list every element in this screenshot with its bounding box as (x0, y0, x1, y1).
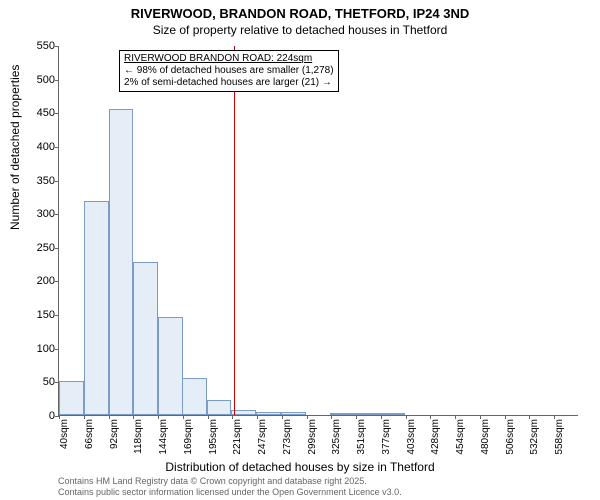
y-tick-mark (55, 349, 59, 350)
x-tick-label: 403sqm (406, 419, 417, 455)
annotation-line: ← 98% of detached houses are smaller (1,… (124, 65, 334, 77)
x-tick-mark (59, 415, 60, 419)
x-tick-mark (406, 415, 407, 419)
x-tick-label: 506sqm (505, 419, 516, 455)
histogram-bar (133, 262, 158, 415)
y-tick-mark (55, 248, 59, 249)
x-tick-mark (430, 415, 431, 419)
x-tick-mark (183, 415, 184, 419)
annotation-line: 2% of semi-detached houses are larger (2… (124, 77, 334, 89)
y-tick-mark (55, 315, 59, 316)
annotation-box: RIVERWOOD BRANDON ROAD: 224sqm← 98% of d… (119, 50, 339, 92)
x-tick-label: 169sqm (183, 419, 194, 455)
histogram-bar (207, 400, 232, 415)
x-tick-mark (133, 415, 134, 419)
footer-line-2: Contains public sector information licen… (58, 487, 402, 498)
x-tick-mark (109, 415, 110, 419)
histogram-bar (182, 378, 207, 415)
footer-line-1: Contains HM Land Registry data © Crown c… (58, 476, 402, 487)
histogram-bar (355, 413, 380, 415)
chart-subtitle: Size of property relative to detached ho… (0, 21, 600, 37)
x-tick-mark (208, 415, 209, 419)
x-tick-label: 480sqm (480, 419, 491, 455)
plot-area: 05010015020025030035040045050055040sqm66… (58, 46, 578, 416)
histogram-bar (158, 317, 183, 415)
y-tick-mark (55, 214, 59, 215)
x-tick-label: 532sqm (529, 419, 540, 455)
x-tick-mark (232, 415, 233, 419)
x-tick-mark (554, 415, 555, 419)
x-tick-mark (505, 415, 506, 419)
y-tick-mark (55, 80, 59, 81)
annotation-header: RIVERWOOD BRANDON ROAD: 224sqm (124, 53, 334, 65)
x-tick-mark (480, 415, 481, 419)
x-tick-label: 273sqm (282, 419, 293, 455)
x-tick-mark (529, 415, 530, 419)
x-tick-label: 92sqm (109, 419, 120, 449)
y-tick-mark (55, 46, 59, 47)
x-tick-label: 377sqm (381, 419, 392, 455)
x-axis-label: Distribution of detached houses by size … (0, 460, 600, 474)
x-tick-label: 40sqm (59, 419, 70, 449)
histogram-bar (281, 412, 306, 415)
x-tick-mark (356, 415, 357, 419)
x-tick-mark (84, 415, 85, 419)
x-tick-label: 351sqm (356, 419, 367, 455)
x-tick-label: 66sqm (84, 419, 95, 449)
x-tick-label: 454sqm (455, 419, 466, 455)
y-tick-mark (55, 113, 59, 114)
x-tick-label: 118sqm (133, 419, 144, 454)
x-tick-mark (307, 415, 308, 419)
y-tick-mark (55, 281, 59, 282)
reference-line (234, 46, 235, 415)
histogram-bar (84, 201, 109, 415)
histogram-bar (330, 413, 355, 415)
x-tick-label: 247sqm (257, 419, 268, 455)
x-tick-mark (257, 415, 258, 419)
chart-title: RIVERWOOD, BRANDON ROAD, THETFORD, IP24 … (0, 0, 600, 21)
histogram-bar (59, 381, 84, 415)
histogram-bar (380, 413, 405, 415)
x-tick-mark (158, 415, 159, 419)
x-tick-label: 325sqm (331, 419, 342, 455)
x-tick-mark (282, 415, 283, 419)
x-tick-mark (331, 415, 332, 419)
histogram-bar (109, 109, 134, 415)
y-tick-mark (55, 147, 59, 148)
footer-attribution: Contains HM Land Registry data © Crown c… (58, 476, 402, 498)
y-axis-label: Number of detached properties (8, 65, 22, 230)
x-tick-label: 195sqm (208, 419, 219, 455)
x-tick-label: 221sqm (232, 419, 243, 455)
x-tick-mark (381, 415, 382, 419)
x-tick-label: 299sqm (307, 419, 318, 455)
x-tick-label: 144sqm (158, 419, 169, 455)
x-tick-mark (455, 415, 456, 419)
histogram-bar (256, 412, 281, 415)
y-tick-mark (55, 181, 59, 182)
x-tick-label: 558sqm (554, 419, 565, 455)
x-tick-label: 428sqm (430, 419, 441, 455)
